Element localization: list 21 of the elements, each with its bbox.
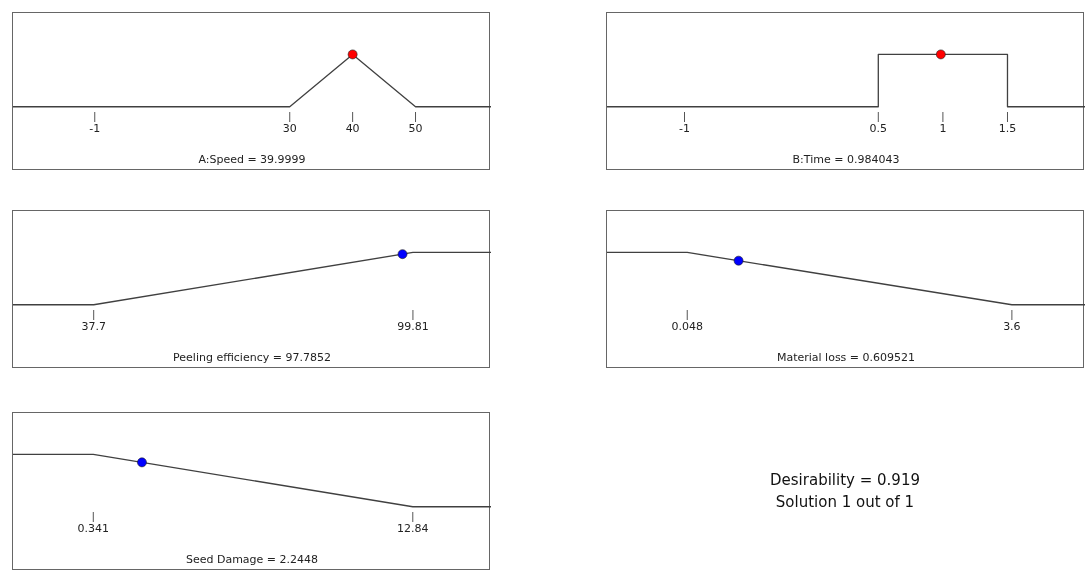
x-axis-title: Seed Damage = 2.2448 <box>185 553 319 566</box>
x-tick-label: 3.6 <box>1003 319 1021 333</box>
x-tick-label: 50 <box>408 121 423 135</box>
x-tick-label: 12.84 <box>397 521 429 535</box>
x-tick-label: 1 <box>939 121 947 135</box>
x-axis-title: A:Speed = 39.9999 <box>198 153 306 166</box>
x-tick-label: -1 <box>89 121 101 135</box>
x-tick-label: 99.81 <box>397 319 429 333</box>
x-axis-title: Material loss = 0.609521 <box>776 351 916 364</box>
text: Solution 1 out of 1 <box>775 492 915 513</box>
x-tick-label: -1 <box>679 121 690 135</box>
x-tick-label: 0.048 <box>671 319 703 333</box>
x-axis-title: B:Time = 0.984043 <box>792 153 900 166</box>
x-tick-label: 0.5 <box>869 121 888 135</box>
x-axis-title: Peeling efficiency = 97.7852 <box>173 351 331 364</box>
x-tick-label: 37.7 <box>81 319 106 333</box>
x-tick-label: 30 <box>282 121 297 135</box>
x-tick-label: 40 <box>345 121 360 135</box>
x-tick-label: 1.5 <box>998 121 1017 135</box>
text: Desirability = 0.919 <box>770 470 920 491</box>
x-tick-label: 0.341 <box>77 521 110 535</box>
